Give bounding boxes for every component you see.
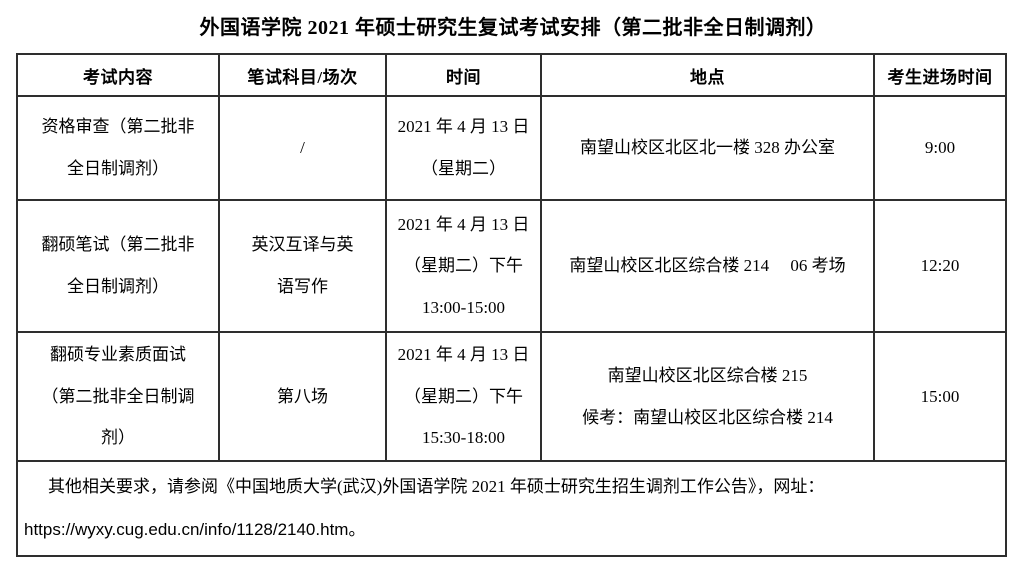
cell-exam-content: 翻硕专业素质面试 （第二批非全日制调 剂）: [16, 331, 220, 462]
cell-written-subject: 英汉互译与英 语写作: [218, 199, 387, 333]
exam-schedule-table: 考试内容 笔试科目/场次 时间 地点 考生进场时间 资格审查（第二批非 全日制调…: [16, 53, 1007, 557]
cell-time: 2021 年 4 月 13 日 （星期二）下午 15:30-18:00: [385, 331, 542, 462]
cell-time: 2021 年 4 月 13 日 （星期二）下午 13:00-15:00: [385, 199, 542, 333]
cell-entry-time: 9:00: [873, 95, 1007, 201]
note-cell: 其他相关要求，请参阅《中国地质大学(武汉)外国语学院 2021 年硕士研究生招生…: [16, 460, 1007, 557]
cell-location: 南望山校区北区综合楼 215 候考：南望山校区北区综合楼 214: [540, 331, 875, 462]
cell-exam-content: 翻硕笔试（第二批非 全日制调剂）: [16, 199, 220, 333]
cell-entry-time: 12:20: [873, 199, 1007, 333]
cell-written-subject: 第八场: [218, 331, 387, 462]
note-row: 其他相关要求，请参阅《中国地质大学(武汉)外国语学院 2021 年硕士研究生招生…: [16, 460, 1007, 557]
table-row: 翻硕专业素质面试 （第二批非全日制调 剂） 第八场 2021 年 4 月 13 …: [16, 331, 1007, 462]
table-row: 资格审查（第二批非 全日制调剂） / 2021 年 4 月 13 日 （星期二）…: [16, 95, 1007, 201]
col-header-time: 时间: [385, 53, 542, 97]
cell-time: 2021 年 4 月 13 日 （星期二）: [385, 95, 542, 201]
note-url: https://wyxy.cug.edu.cn/info/1128/2140.h…: [24, 519, 366, 539]
cell-written-subject: /: [218, 95, 387, 201]
cell-entry-time: 15:00: [873, 331, 1007, 462]
note-text: 其他相关要求，请参阅《中国地质大学(武汉)外国语学院 2021 年硕士研究生招生…: [48, 477, 825, 496]
cell-location: 南望山校区北区综合楼 214 06 考场: [540, 199, 875, 333]
col-header-written-subject: 笔试科目/场次: [218, 53, 387, 97]
col-header-exam-content: 考试内容: [16, 53, 220, 97]
table-row: 翻硕笔试（第二批非 全日制调剂） 英汉互译与英 语写作 2021 年 4 月 1…: [16, 199, 1007, 333]
cell-exam-content: 资格审查（第二批非 全日制调剂）: [16, 95, 220, 201]
table-header-row: 考试内容 笔试科目/场次 时间 地点 考生进场时间: [16, 53, 1007, 97]
col-header-entry-time: 考生进场时间: [873, 53, 1007, 97]
col-header-location: 地点: [540, 53, 875, 97]
page-title: 外国语学院 2021 年硕士研究生复试考试安排（第二批非全日制调剂）: [199, 17, 827, 39]
cell-location: 南望山校区北区北一楼 328 办公室: [540, 95, 875, 201]
